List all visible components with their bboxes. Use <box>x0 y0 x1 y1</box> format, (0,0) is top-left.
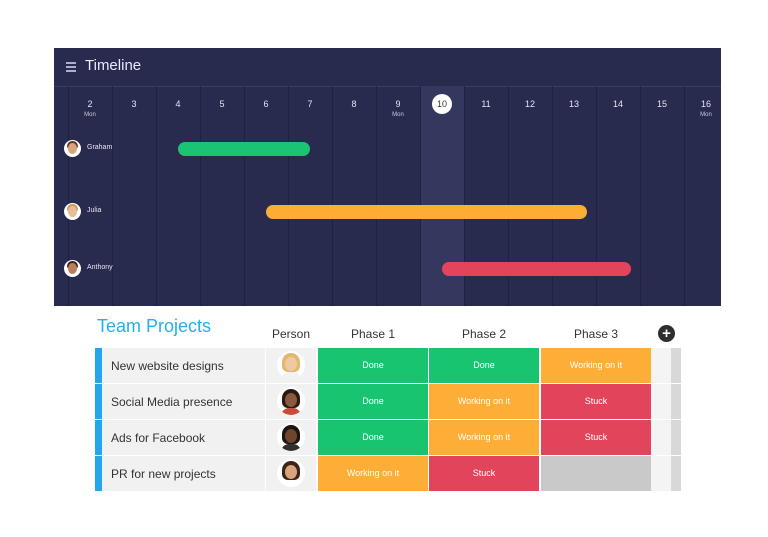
day-number: 8 <box>351 99 357 109</box>
day-column <box>508 86 553 306</box>
day-number: 10 <box>436 99 447 109</box>
status-phase3[interactable]: Working on it <box>541 348 651 383</box>
day-number: 4 <box>175 99 181 109</box>
status-phase1[interactable]: Working on it <box>318 456 428 491</box>
day-column <box>112 86 157 306</box>
avatar <box>277 423 305 451</box>
column-header-person: Person <box>271 327 311 341</box>
day-column <box>244 86 289 306</box>
table-row[interactable]: New website designs Done Done Working on it <box>95 348 681 383</box>
status-phase3[interactable]: Stuck <box>541 420 651 455</box>
day-number: 12 <box>524 99 535 109</box>
avatar <box>277 387 305 415</box>
avatar <box>277 459 305 487</box>
day-column <box>200 86 245 306</box>
day-number: 16 <box>700 99 711 109</box>
table-row[interactable]: Social Media presence Done Working on it St… <box>95 384 681 419</box>
status-phase2[interactable]: Stuck <box>429 456 539 491</box>
person-name: Julia <box>87 207 102 214</box>
board-title: Team Projects <box>97 316 212 336</box>
status-phase3[interactable]: Stuck <box>541 384 651 419</box>
row-spacer <box>651 420 671 455</box>
row-spacer <box>651 348 671 383</box>
project-name-cell[interactable]: Ads for Facebook <box>102 420 265 455</box>
person-cell[interactable] <box>266 456 316 491</box>
day-column <box>552 86 597 306</box>
day-column <box>684 86 721 306</box>
avatar <box>64 203 81 220</box>
table-row[interactable]: PR for new projects Working on it Stuck <box>95 456 681 491</box>
project-name-cell[interactable]: Social Media presence <box>102 384 265 419</box>
day-column <box>68 86 113 306</box>
day-number: 11 <box>481 99 491 109</box>
day-column <box>332 86 377 306</box>
timeline-bar[interactable] <box>266 205 588 219</box>
status-phase1[interactable]: Done <box>318 420 428 455</box>
table-row[interactable]: Ads for Facebook Done Working on it Stuck <box>95 420 681 455</box>
day-number: 13 <box>568 99 579 109</box>
day-number: 2 <box>87 99 93 109</box>
avatar <box>277 351 305 379</box>
day-column <box>156 86 201 306</box>
column-header-phase-2: Phase 2 <box>461 327 507 341</box>
day-column <box>288 86 333 306</box>
row-end-cell <box>671 420 681 455</box>
day-number: 9 <box>395 99 401 109</box>
person-cell[interactable] <box>266 348 316 383</box>
person-name: Graham <box>87 144 113 151</box>
status-phase1[interactable]: Done <box>318 348 428 383</box>
person-cell[interactable] <box>266 420 316 455</box>
timeline-title: Timeline <box>85 57 142 74</box>
weekday-label: Mon <box>84 112 96 118</box>
day-column <box>464 86 509 306</box>
day-column <box>640 86 685 306</box>
row-color-bar <box>95 348 102 383</box>
day-number: 3 <box>131 99 137 109</box>
project-name: Social Media presence <box>111 395 233 409</box>
timeline-bar[interactable] <box>442 262 632 276</box>
status-phase3[interactable] <box>541 456 651 491</box>
timeline-panel: Timeline 2 Mon 3 4 5 6 7 8 9 Mon 10 11 12 13 14 15 16 Mon… <box>54 48 721 306</box>
avatar <box>64 140 81 157</box>
row-color-bar <box>95 456 102 491</box>
project-name: PR for new projects <box>111 467 216 481</box>
day-column <box>376 86 421 306</box>
weekday-label: Mon <box>700 112 712 118</box>
row-color-bar <box>95 420 102 455</box>
project-name-cell[interactable]: PR for new projects <box>102 456 265 491</box>
today-marker <box>432 94 452 114</box>
project-name: Ads for Facebook <box>111 431 206 445</box>
status-phase2[interactable]: Done <box>429 348 539 383</box>
person-cell[interactable] <box>266 384 316 419</box>
status-phase2[interactable]: Working on it <box>429 384 539 419</box>
timeline-bar[interactable] <box>178 142 310 156</box>
day-number: 5 <box>219 99 225 109</box>
day-number: 7 <box>307 99 313 109</box>
row-spacer <box>651 456 671 491</box>
row-end-cell <box>671 348 681 383</box>
row-color-bar <box>95 384 102 419</box>
row-spacer <box>651 384 671 419</box>
menu-icon[interactable] <box>66 62 76 72</box>
status-phase2[interactable]: Working on it <box>429 420 539 455</box>
timeline-header: Timeline <box>54 48 721 87</box>
row-end-cell <box>671 456 681 491</box>
day-number: 15 <box>656 99 667 109</box>
status-phase1[interactable]: Done <box>318 384 428 419</box>
timeline-grid: 2 Mon 3 4 5 6 7 8 9 Mon 10 11 12 13 14 15 16 Mon Graham Jul… <box>54 86 721 306</box>
day-number: 14 <box>612 99 623 109</box>
column-header-phase-1: Phase 1 <box>350 327 396 341</box>
person-name: Anthony <box>87 264 113 271</box>
weekday-label: Mon <box>392 112 404 118</box>
day-number: 6 <box>263 99 269 109</box>
day-column <box>596 86 641 306</box>
avatar <box>64 260 81 277</box>
row-end-cell <box>671 384 681 419</box>
column-header-phase-3: Phase 3 <box>573 327 619 341</box>
project-name-cell[interactable]: New website designs <box>102 348 265 383</box>
project-name: New website designs <box>111 359 224 373</box>
add-column-button[interactable]: + <box>658 325 675 342</box>
